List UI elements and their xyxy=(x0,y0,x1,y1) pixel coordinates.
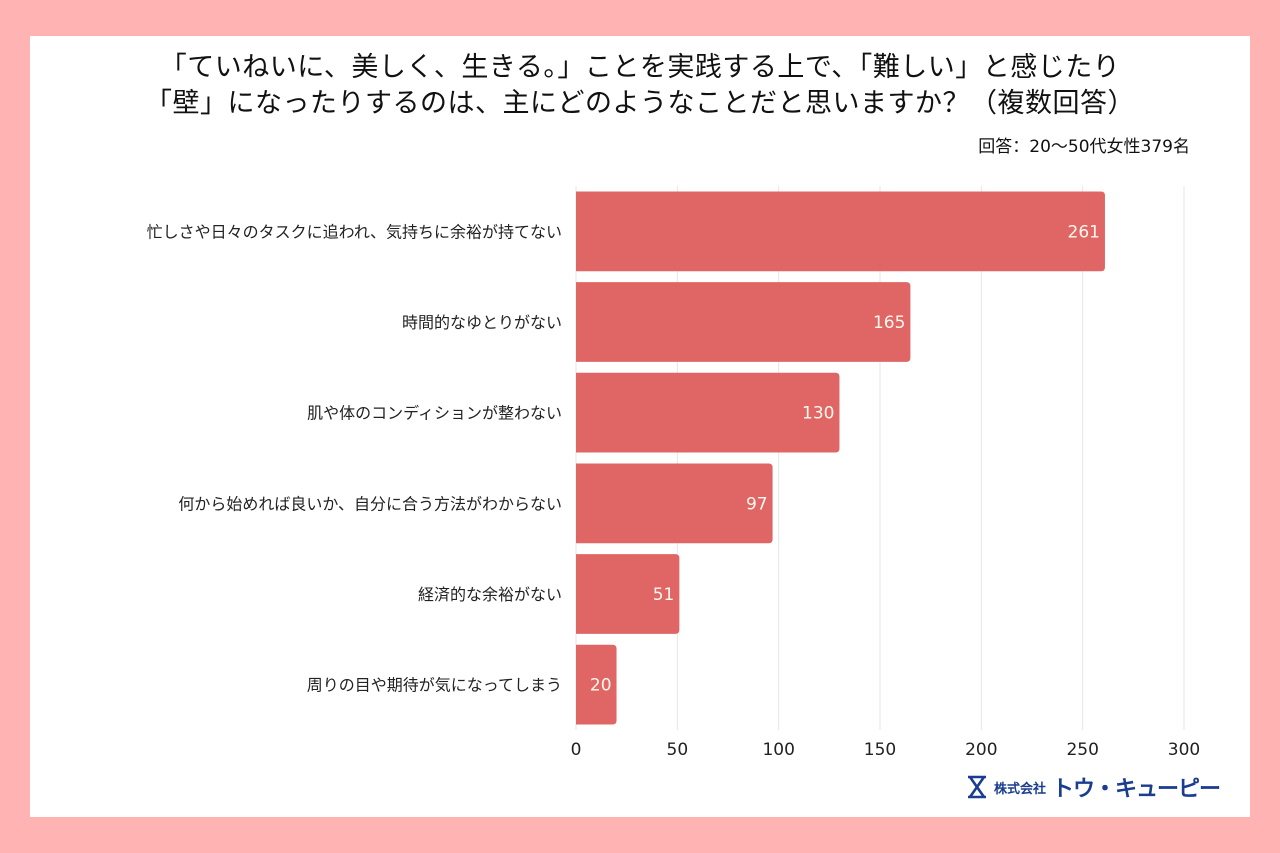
value-label: 130 xyxy=(802,404,834,424)
company-prefix: 株式会社 xyxy=(993,781,1046,797)
x-axis-ticks: 0 50 100 150 200 250 300 xyxy=(571,740,1201,760)
bar xyxy=(576,372,840,453)
category-label: 時間的なゆとりがない xyxy=(402,313,562,332)
x-tick-label: 100 xyxy=(762,740,794,760)
company-name: トウ・キューピー xyxy=(1051,777,1221,802)
value-label: 20 xyxy=(590,676,612,696)
chart-title-line-1: 「ていねいに、美しく、生きる。」ことを実践する上で、「難しい」と感じたり xyxy=(159,52,1121,83)
category-labels: 忙しさや日々のタスクに追われ、気持ちに余裕が持てない時間的なゆとりがない肌や体の… xyxy=(147,222,562,694)
bar xyxy=(576,554,680,634)
bars xyxy=(576,191,1105,725)
x-tick-label: 50 xyxy=(667,740,689,760)
bar xyxy=(576,463,773,544)
gridlines xyxy=(575,186,1185,730)
company-logo: 株式会社 トウ・キューピー xyxy=(966,771,1221,803)
x-tick-label: 250 xyxy=(1066,740,1098,760)
x-tick-label: 200 xyxy=(965,740,997,760)
chart-title-line-2: 「壁」になったりするのは、主にどのようなことだと思いますか？（複数回答） xyxy=(145,88,1135,119)
chart-subtitle: 回答：20〜50代女性379名 xyxy=(978,137,1190,157)
bar-chart: 忙しさや日々のタスクに追われ、気持ちに余裕が持てない時間的なゆとりがない肌や体の… xyxy=(147,186,1201,760)
value-label: 165 xyxy=(873,313,905,333)
chart-title: 「ていねいに、美しく、生きる。」ことを実践する上で、「難しい」と感じたり 「壁」… xyxy=(30,50,1250,122)
category-label: 肌や体のコンディションが整わない xyxy=(307,404,562,423)
value-labels: 261 165 130 97 51 20 xyxy=(590,222,1100,695)
x-tick-label: 0 xyxy=(571,740,582,760)
x-tick-label: 150 xyxy=(864,740,896,760)
category-label: 忙しさや日々のタスクに追われ、気持ちに余裕が持てない xyxy=(147,222,562,241)
x-tick-label: 300 xyxy=(1168,740,1200,760)
value-label: 261 xyxy=(1068,222,1100,242)
value-label: 97 xyxy=(746,494,768,514)
category-label: 経済的な余裕がない xyxy=(418,585,562,604)
category-label: 何から始めれば良いか、自分に合う方法がわからない xyxy=(178,494,562,513)
bar xyxy=(576,644,617,725)
bar xyxy=(576,191,1105,272)
category-label: 周りの目や期待が気になってしまう xyxy=(307,676,562,695)
hourglass-logo-icon xyxy=(967,775,986,799)
value-label: 51 xyxy=(653,585,675,605)
chart-card: 「ていねいに、美しく、生きる。」ことを実践する上で、「難しい」と感じたり 「壁」… xyxy=(30,36,1250,817)
bar xyxy=(576,282,911,362)
